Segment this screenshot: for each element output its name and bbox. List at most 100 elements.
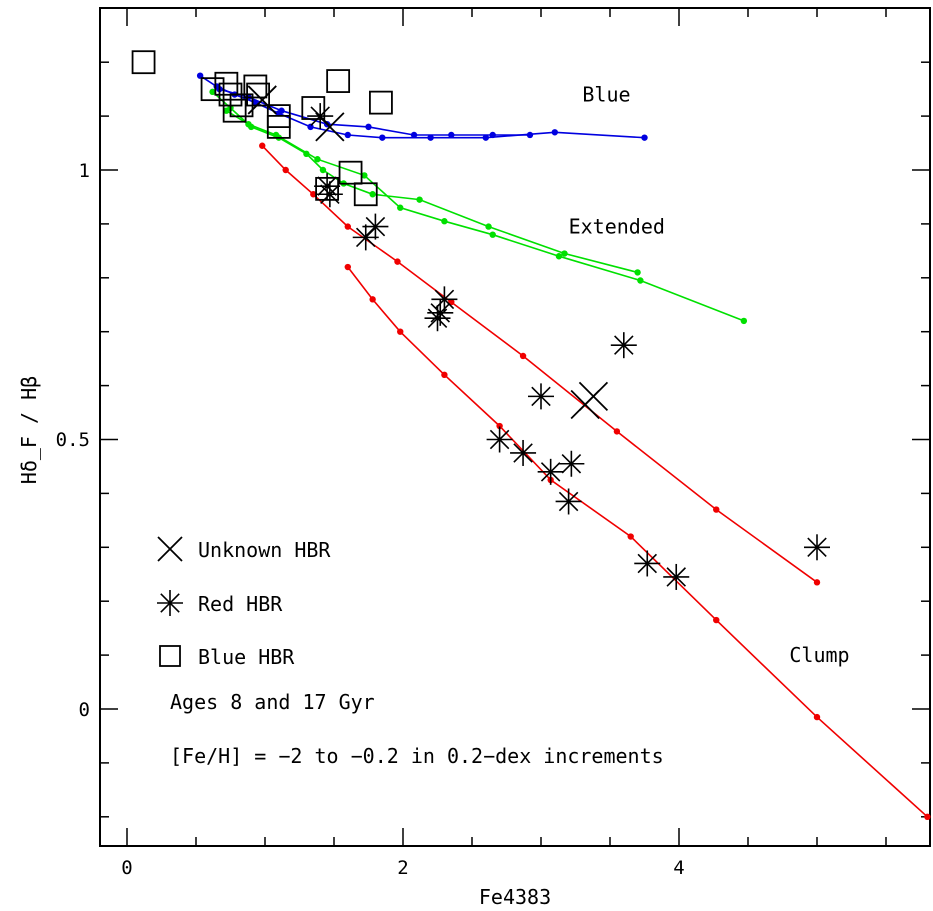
model-point-blue (641, 134, 648, 141)
marker-asterisk (558, 450, 585, 477)
model-point-blue (551, 129, 558, 136)
model-point-red (441, 371, 448, 379)
marker-square (200, 77, 225, 102)
marker-asterisk-stroke (317, 176, 337, 196)
model-point-red (344, 223, 351, 230)
model-point-blue (344, 131, 351, 139)
marker-square (131, 50, 156, 75)
model-point-red (282, 166, 289, 174)
x-tick-label-2: 2 (397, 857, 408, 879)
model-point-blue (278, 107, 285, 114)
model-point-red (627, 533, 634, 540)
model-point-green (416, 196, 423, 203)
marker-asterisk-stroke (807, 537, 827, 558)
marker-square (326, 69, 351, 93)
marker-asterisk-stroke (320, 184, 340, 205)
model-point-blue (365, 123, 372, 131)
note-metallicity: [Fe/H] = −2 to −0.2 in 0.2−dex increment… (170, 744, 664, 768)
legend-x-stroke (157, 536, 183, 562)
legend-asterisk-stroke (160, 593, 180, 613)
marker-asterisk-stroke (540, 462, 561, 482)
marker-asterisk (510, 439, 537, 466)
marker-asterisk (528, 383, 554, 410)
model-points (196, 72, 931, 820)
legend-red-hbr-marker (157, 590, 183, 616)
marker-asterisk-stroke (427, 308, 448, 328)
x-tick-label-4: 4 (673, 857, 684, 879)
model-point-green (561, 250, 568, 257)
plot-frame (99, 7, 931, 847)
tick-labels: 0 2 4 0 0.5 1 (56, 160, 685, 879)
curve-labels: Blue Extended Clump (569, 83, 850, 668)
model-point-red (924, 813, 931, 820)
marker-asterisk (424, 305, 451, 332)
marker-asterisk (314, 173, 341, 200)
curve-label-clump: Clump (789, 643, 849, 667)
y-tick-label-0: 0 (79, 699, 90, 721)
model-point-red (496, 422, 503, 430)
marker-asterisk (537, 458, 564, 485)
y-tick-label-1: 1 (79, 160, 90, 182)
model-point-red (713, 506, 720, 513)
model-point-green (489, 231, 496, 238)
curve-label-extended: Extended (569, 215, 665, 239)
marker-asterisk (804, 534, 830, 561)
legend-x (157, 536, 183, 562)
marker-asterisk (486, 426, 513, 453)
model-point-blue (448, 131, 455, 139)
legend: Unknown HBR Red HBR Blue HBR Ages 8 and … (157, 536, 664, 768)
legend-square (159, 645, 181, 667)
marker-square (353, 182, 378, 207)
model-point-red (344, 263, 351, 271)
model-point-green (319, 166, 327, 174)
x-axis-label: Fe4383 (479, 885, 551, 909)
model-point-green (245, 120, 252, 128)
legend-blue-hbr-marker (159, 645, 181, 667)
marker-asterisk-stroke (614, 335, 634, 355)
model-point-red (310, 191, 317, 198)
x-tick-label-0: 0 (121, 857, 132, 879)
model-point-red (613, 428, 621, 435)
model-point-green (740, 317, 748, 325)
marker-square (266, 114, 291, 139)
model-point-green (637, 277, 644, 284)
model-point-red (519, 352, 527, 360)
marker-asterisk (362, 213, 389, 240)
model-point-green (397, 204, 404, 211)
model-point-green (634, 269, 641, 276)
model-point-green (369, 191, 376, 198)
marker-asterisk-stroke (558, 491, 579, 512)
model-point-green (303, 150, 310, 158)
marker-asterisk-stroke (513, 443, 533, 463)
model-point-green (223, 107, 230, 114)
model-point-blue (482, 134, 489, 141)
model-point-red (813, 713, 821, 721)
axis-ticks (100, 8, 930, 846)
legend-blue-hbr-label: Blue HBR (198, 645, 295, 669)
model-point-red (397, 328, 404, 335)
model-point-blue (526, 131, 534, 139)
model-point-blue (379, 134, 386, 141)
marker-x (570, 389, 600, 420)
model-point-red (713, 616, 720, 624)
marker-square (369, 90, 393, 115)
legend-asterisk (157, 590, 183, 616)
model-point-green (272, 131, 280, 139)
note-ages: Ages 8 and 17 Gyr (170, 690, 375, 714)
model-point-blue (410, 131, 418, 139)
marker-asterisk (610, 332, 637, 359)
model-point-green (361, 172, 368, 179)
marker-asterisk-stroke (489, 429, 510, 450)
marker-asterisk (663, 563, 690, 590)
marker-x-stroke (570, 389, 600, 420)
marker-x (247, 85, 277, 115)
marker-asterisk-stroke (637, 553, 658, 574)
marker-square (301, 96, 326, 120)
model-point-red (259, 142, 266, 149)
model-line-red (261, 145, 818, 583)
model-point-green (441, 218, 448, 225)
legend-unknown-hbr-label: Unknown HBR (198, 538, 331, 562)
legend-unknown-hbr-marker (157, 536, 183, 562)
